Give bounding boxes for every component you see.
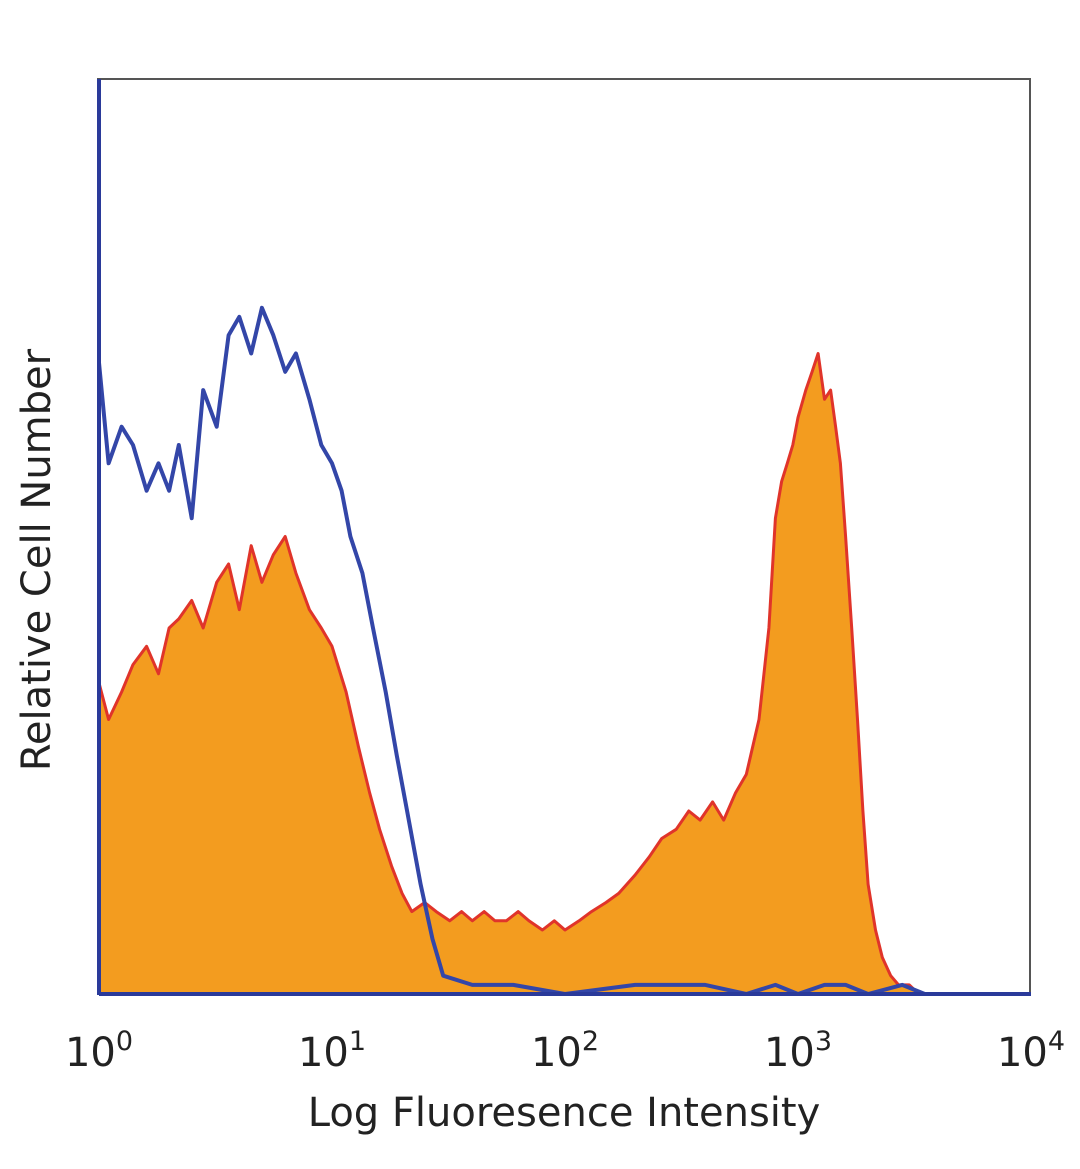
x-tick-exponent: 1 xyxy=(349,1026,366,1057)
x-tick-label-2: 102 xyxy=(531,1026,599,1076)
x-tick-label-0: 100 xyxy=(65,1026,133,1076)
x-tick-exponent: 0 xyxy=(116,1026,133,1057)
x-tick-exponent: 3 xyxy=(815,1026,832,1057)
x-tick-base: 10 xyxy=(997,1030,1048,1076)
histogram-outline-series-0 xyxy=(97,352,931,996)
x-tick-base: 10 xyxy=(764,1030,815,1076)
y-axis-title: Relative Cell Number xyxy=(14,348,60,771)
x-tick-label-3: 103 xyxy=(764,1026,832,1076)
x-tick-base: 10 xyxy=(65,1030,116,1076)
x-tick-base: 10 xyxy=(531,1030,582,1076)
x-tick-label-4: 104 xyxy=(997,1026,1065,1076)
x-tick-exponent: 4 xyxy=(1048,1026,1065,1057)
series-layer xyxy=(97,305,1031,996)
x-tick-base: 10 xyxy=(298,1030,349,1076)
x-axis-title: Log Fluoresence Intensity xyxy=(308,1090,821,1136)
x-tick-exponent: 2 xyxy=(582,1026,599,1057)
x-tick-layer: 100 101 102 103 104 xyxy=(65,1026,1065,1076)
x-tick-label-1: 101 xyxy=(298,1026,366,1076)
histogram-fill-series-0 xyxy=(99,353,931,994)
histogram-line-series-1 xyxy=(97,305,1031,996)
